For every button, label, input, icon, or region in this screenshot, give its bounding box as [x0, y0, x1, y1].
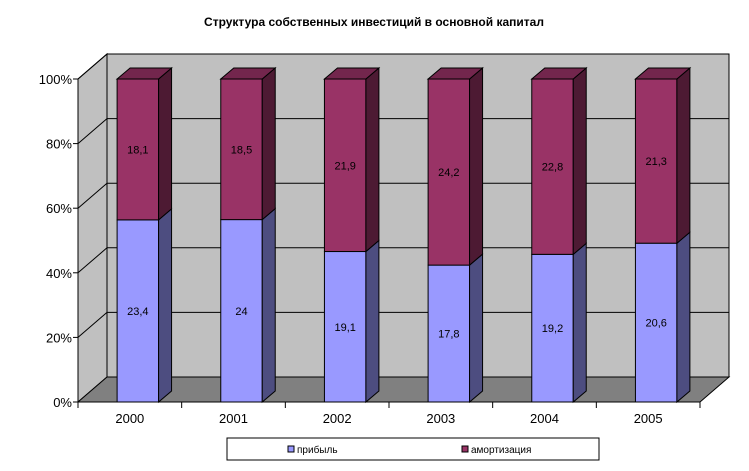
gridline: [77, 118, 729, 144]
bar-side: [365, 66, 380, 253]
legend-label: прибыль: [297, 444, 338, 456]
x-tick-label: 2005: [634, 411, 663, 426]
chart-title: Структура собственных инвестиций в основ…: [204, 15, 544, 29]
data-label: 18,5: [231, 144, 252, 156]
y-tick-label: 100%: [39, 72, 73, 87]
y-tick-label: 0%: [53, 395, 72, 410]
bar-front: [323, 251, 367, 403]
data-label: 22,8: [542, 162, 563, 174]
bar-2000-0: 23,4: [116, 207, 173, 404]
gridline: [77, 311, 729, 338]
bar-top: [323, 67, 381, 80]
bar-2005-1: 21,3: [634, 66, 692, 245]
bar-side: [158, 207, 173, 404]
bar-top: [115, 67, 173, 80]
legend-item: амортизация: [461, 445, 531, 456]
x-tick-label: 2004: [530, 411, 559, 426]
bar-side: [365, 239, 380, 404]
bar-2003-0: 17,8: [427, 253, 484, 404]
x-tick-label: 2000: [115, 411, 144, 426]
bar-front: [427, 78, 471, 266]
y-tick-label: 20%: [46, 330, 72, 345]
bar-side: [469, 253, 484, 404]
bar-front: [531, 78, 574, 255]
bar-side: [261, 66, 276, 221]
bar-front: [220, 219, 263, 403]
gridline: [77, 182, 729, 209]
bar-top: [219, 67, 277, 80]
data-label: 24: [235, 306, 247, 318]
bar-2002-1: 21,9: [323, 66, 381, 253]
bar-2001-0: 24: [220, 207, 276, 404]
bar-side: [261, 207, 276, 404]
data-label: 20,6: [645, 318, 666, 330]
x-tick-label: 2002: [323, 411, 352, 426]
floor: [76, 376, 731, 403]
bar-2004-1: 22,8: [530, 66, 588, 256]
data-label: 21,3: [645, 156, 666, 168]
data-label: 19,2: [542, 323, 563, 335]
bar-front: [634, 78, 678, 244]
chart-walls: [76, 52, 731, 404]
data-label: 21,9: [334, 160, 355, 172]
bar-2001-1: 18,5: [219, 66, 277, 221]
legend-item: прибыль: [287, 444, 338, 456]
legend: прибыль амортизация: [226, 437, 600, 461]
y-tick-label: 40%: [46, 266, 72, 281]
bar-side: [158, 66, 173, 221]
x-tick-label: 2001: [219, 411, 248, 426]
bar-front: [427, 264, 471, 403]
legend-label: амортизация: [471, 445, 531, 456]
y-tick-label: 80%: [46, 137, 72, 152]
bar-side: [469, 66, 484, 267]
bar-front: [220, 78, 263, 221]
legend-swatch: [461, 445, 469, 453]
data-label: 19,1: [334, 322, 355, 334]
data-label: 18,1: [127, 144, 148, 156]
data-label: 24,2: [438, 167, 459, 179]
side-wall: [77, 52, 108, 404]
chart-bars: 23,4 18,1 24 18,5 19,1 21,9 17,8 24,2 19,2 22,8 20…: [115, 66, 692, 404]
legend-swatch: [287, 445, 295, 453]
data-label: 17,8: [438, 329, 459, 341]
bar-side: [572, 242, 587, 404]
bar-2002-0: 19,1: [323, 239, 380, 404]
data-label: 23,4: [127, 306, 148, 318]
bar-2003-1: 24,2: [426, 66, 484, 267]
bar-2005-0: 20,6: [634, 231, 691, 404]
bar-top: [530, 67, 588, 80]
bar-side: [676, 231, 691, 404]
bar-2004-0: 19,2: [531, 242, 587, 404]
bar-top: [426, 67, 484, 80]
bar-side: [676, 66, 691, 245]
legend-box: [226, 437, 600, 461]
chart-axes: 0% 20% 40% 60% 80% 100% 2000 2001 2002 2003 2004 20…: [39, 72, 701, 426]
y-tick-label: 60%: [46, 201, 72, 216]
bar-top: [634, 67, 692, 80]
bar-2000-1: 18,1: [115, 66, 173, 221]
gridline: [77, 53, 729, 80]
x-tick-label: 2003: [426, 411, 455, 426]
gridline: [77, 247, 729, 274]
bar-side: [572, 66, 587, 256]
